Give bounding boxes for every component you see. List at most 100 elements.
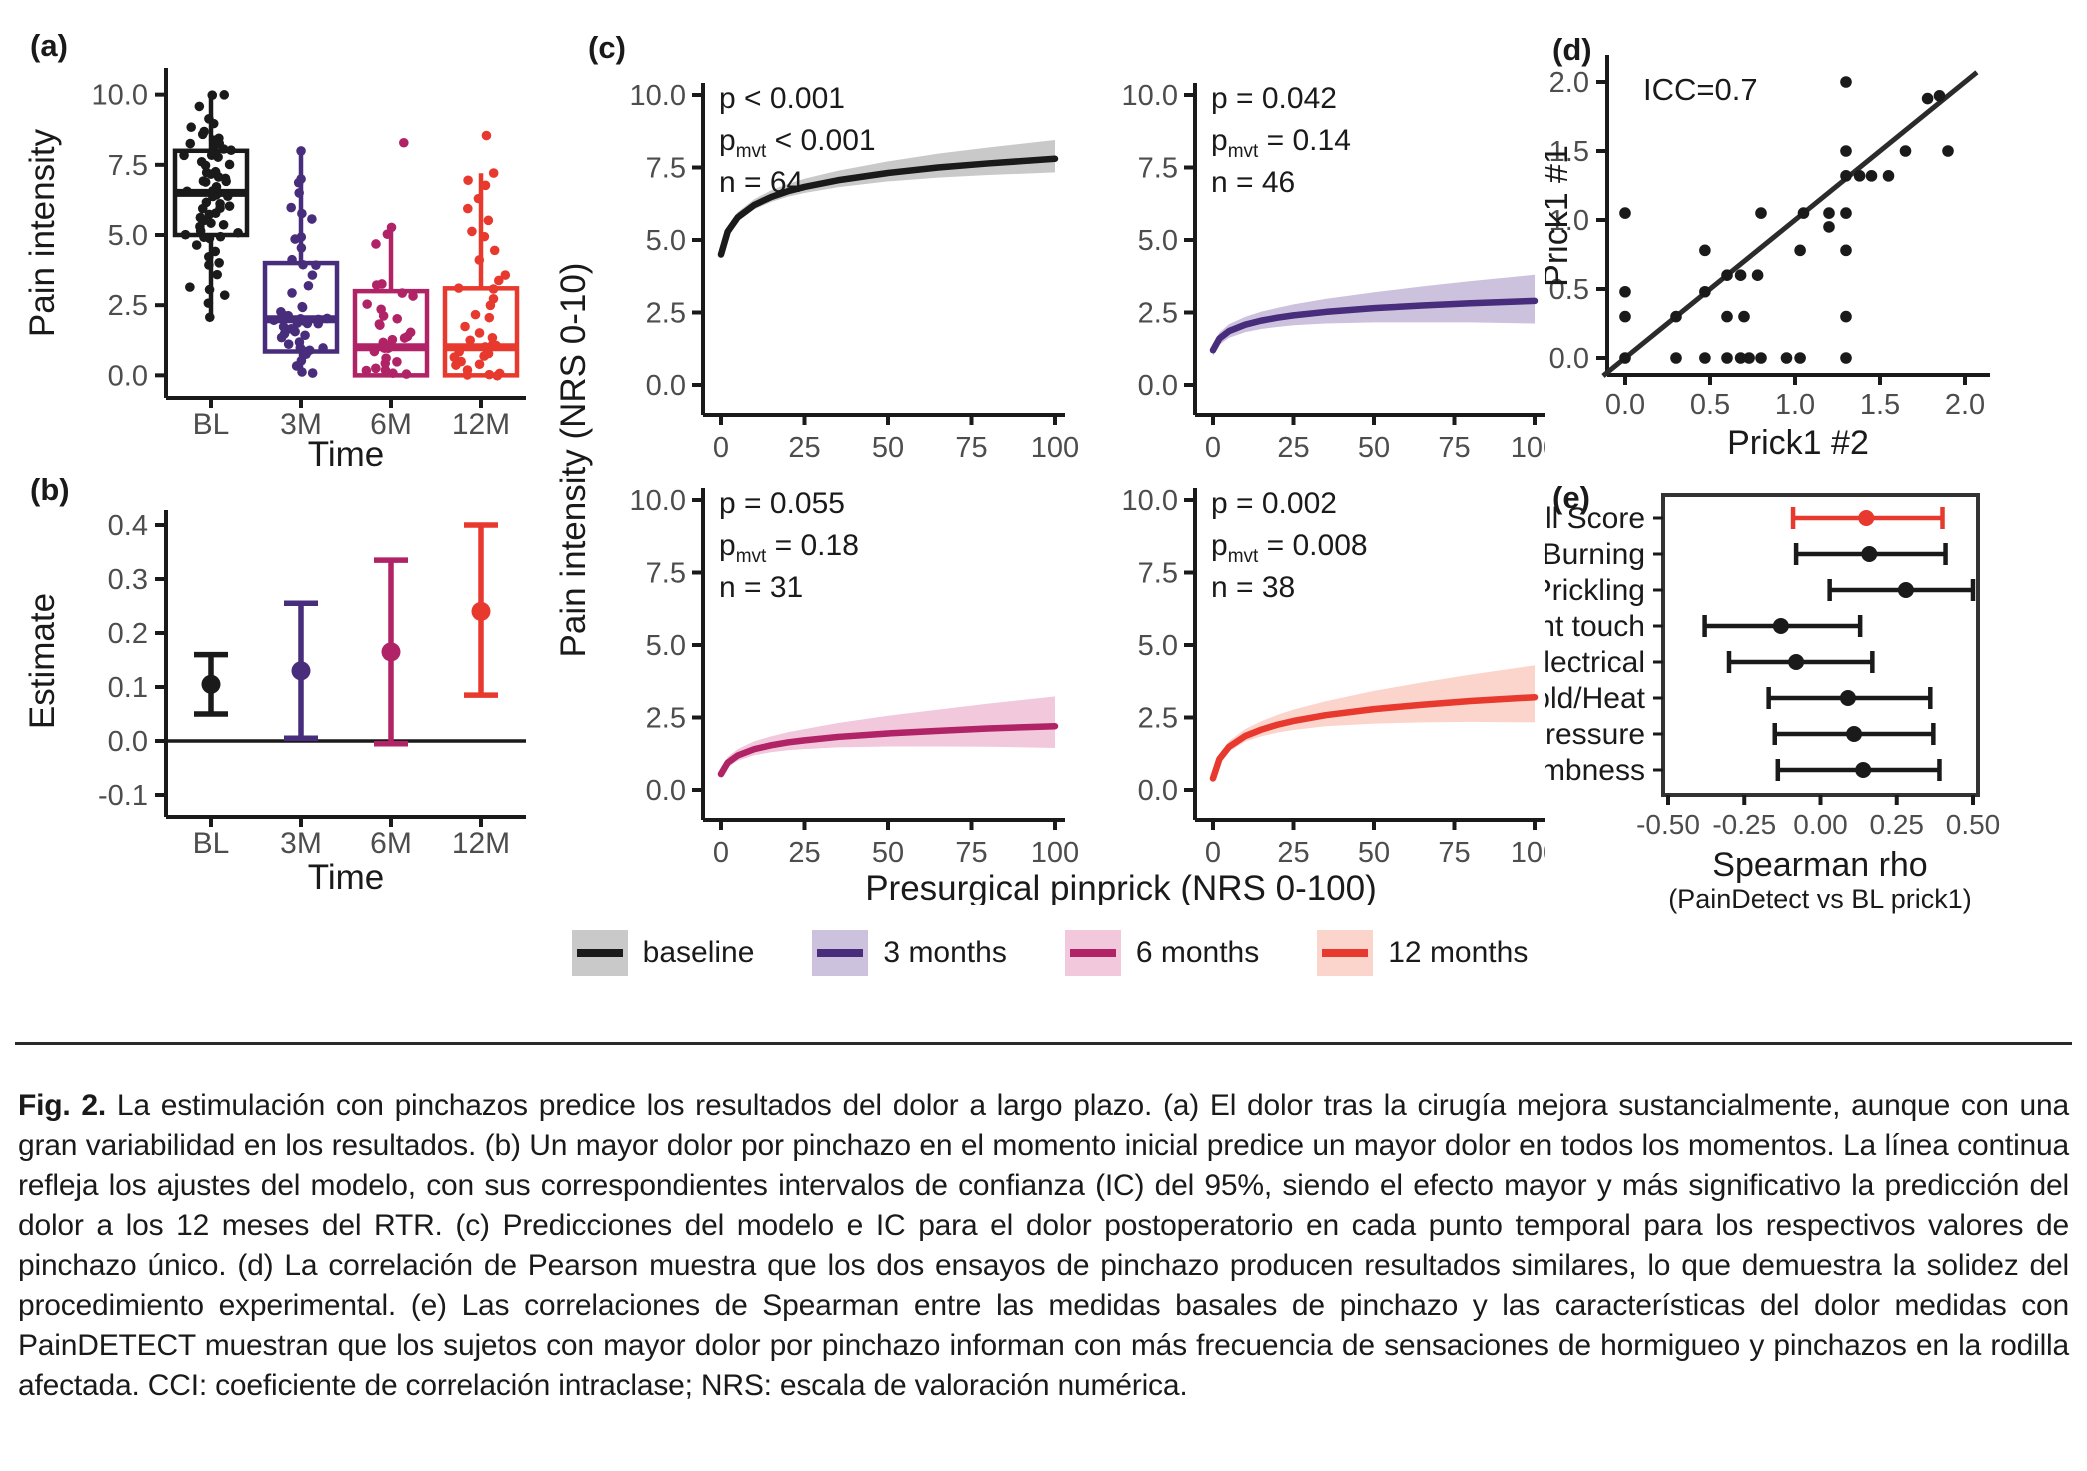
svg-text:Prick1 #1: Prick1 #1 — [1545, 145, 1575, 287]
svg-text:12M: 12M — [452, 827, 510, 860]
svg-text:-0.50: -0.50 — [1636, 809, 1700, 840]
svg-text:2.0: 2.0 — [1549, 67, 1589, 99]
svg-text:Prick1 #2: Prick1 #2 — [1727, 424, 1869, 462]
forest-row-pressure: Pressure — [1545, 718, 1936, 751]
svg-text:0.4: 0.4 — [108, 510, 148, 542]
svg-text:50: 50 — [1358, 432, 1390, 464]
svg-text:2.5: 2.5 — [1138, 703, 1178, 735]
svg-text:0.0: 0.0 — [1549, 343, 1589, 375]
panel-d-scatter-chart: 0.0 0.5 1.0 1.5 2.0 0.0 0.5 1.0 1.5 2.0 ICC=0.7 Pri… — [1545, 55, 1990, 462]
svg-text:5.0: 5.0 — [1138, 225, 1178, 257]
svg-text:3M: 3M — [280, 827, 322, 860]
panel-e-forest-chart: Full ScoreBurningPricklingLight touchEle… — [1545, 493, 2001, 914]
3-months-swatch-icon — [812, 930, 869, 976]
figure-legend: baseline 3 months 6 months 12 months — [555, 918, 1545, 988]
svg-text:BL: BL — [193, 827, 230, 860]
box-6M — [352, 137, 430, 379]
svg-text:75: 75 — [955, 837, 987, 869]
svg-text:75: 75 — [955, 432, 987, 464]
forest-row-full-score: Full Score — [1545, 502, 1945, 535]
svg-text:0.0: 0.0 — [1138, 370, 1178, 402]
svg-text:Pressure: Pressure — [1545, 718, 1645, 751]
legend-label: 12 months — [1388, 936, 1529, 969]
estimate-3M — [284, 600, 318, 742]
svg-text:Estimate: Estimate — [23, 593, 62, 729]
svg-text:75: 75 — [1438, 432, 1470, 464]
svg-text:100: 100 — [1031, 837, 1079, 869]
forest-row-light-touch: Light touch — [1545, 610, 1863, 643]
svg-text:25: 25 — [1277, 432, 1309, 464]
svg-text:12M: 12M — [452, 408, 510, 441]
svg-text:Electrical: Electrical — [1545, 646, 1645, 679]
svg-text:pmvt = 0.14: pmvt = 0.14 — [1211, 124, 1351, 162]
svg-text:Time: Time — [308, 858, 384, 897]
svg-text:0.0: 0.0 — [108, 360, 148, 392]
caption-prefix: Fig. 2. — [18, 1089, 107, 1122]
svg-text:100: 100 — [1511, 837, 1545, 869]
subplot-12-months: 0.0 2.5 5.0 7.5 10.0 0 25 50 75 100 p = 0.002 pmvt … — [1122, 485, 1545, 869]
panel-a-letter: (a) — [30, 28, 68, 63]
svg-text:25: 25 — [788, 432, 820, 464]
12-months-swatch-icon — [1317, 930, 1374, 976]
svg-text:ICC=0.7: ICC=0.7 — [1643, 72, 1758, 107]
svg-text:7.5: 7.5 — [108, 150, 148, 182]
svg-text:pmvt < 0.001: pmvt < 0.001 — [719, 124, 876, 162]
svg-text:0.0: 0.0 — [108, 726, 148, 758]
svg-text:50: 50 — [872, 837, 904, 869]
svg-text:Spearman rho: Spearman rho — [1712, 846, 1927, 884]
svg-text:0.0: 0.0 — [1605, 389, 1645, 421]
forest-row-electrical: Electrical — [1545, 646, 1875, 679]
svg-text:1.0: 1.0 — [1775, 389, 1815, 421]
svg-text:BL: BL — [193, 408, 230, 441]
svg-text:0.00: 0.00 — [1793, 809, 1848, 840]
svg-text:7.5: 7.5 — [646, 153, 686, 185]
svg-text:Time: Time — [308, 435, 384, 472]
svg-text:Burning: Burning — [1545, 538, 1645, 571]
svg-text:0.50: 0.50 — [1946, 809, 2001, 840]
forest-row-numbness: Numbness — [1545, 754, 1942, 787]
svg-text:n = 46: n = 46 — [1211, 166, 1295, 199]
svg-text:-0.25: -0.25 — [1712, 809, 1776, 840]
svg-text:6M: 6M — [370, 827, 412, 860]
svg-text:0: 0 — [713, 432, 729, 464]
svg-text:10.0: 10.0 — [630, 485, 686, 517]
svg-text:7.5: 7.5 — [1138, 558, 1178, 590]
svg-text:1.0: 1.0 — [1549, 205, 1589, 237]
svg-text:2.5: 2.5 — [1138, 298, 1178, 330]
svg-text:7.5: 7.5 — [646, 558, 686, 590]
svg-text:n = 31: n = 31 — [719, 571, 803, 604]
svg-text:p = 0.055: p = 0.055 — [719, 487, 845, 520]
legend-label: baseline — [642, 936, 755, 969]
svg-text:5.0: 5.0 — [1138, 630, 1178, 662]
svg-text:pmvt = 0.008: pmvt = 0.008 — [1211, 529, 1368, 567]
svg-text:0: 0 — [713, 837, 729, 869]
svg-text:1.5: 1.5 — [1549, 136, 1589, 168]
svg-text:0: 0 — [1205, 837, 1221, 869]
figure-caption: Fig. 2. La estimulación con pinchazos pr… — [18, 1086, 2069, 1406]
svg-text:25: 25 — [788, 837, 820, 869]
svg-text:0.2: 0.2 — [108, 618, 148, 650]
baseline-swatch-icon — [571, 930, 628, 976]
legend-item-6-months: 6 months — [1064, 930, 1259, 976]
svg-text:Cold/Heat: Cold/Heat — [1545, 682, 1646, 715]
6-months-swatch-icon — [1064, 930, 1121, 976]
svg-text:6M: 6M — [370, 408, 412, 441]
svg-text:0.0: 0.0 — [646, 775, 686, 807]
svg-text:5.0: 5.0 — [108, 220, 148, 252]
forest-row-cold-heat: Cold/Heat — [1545, 682, 1933, 715]
caption-divider — [15, 1042, 2072, 1045]
panel-a-boxplot-chart: 0.0 2.5 5.0 7.5 10.0 BL 3M 6M 12M Time Pain intens… — [23, 68, 526, 472]
svg-text:25: 25 — [1277, 837, 1309, 869]
svg-text:Pain intensity: Pain intensity — [23, 128, 62, 337]
svg-text:5.0: 5.0 — [646, 225, 686, 257]
svg-text:100: 100 — [1511, 432, 1545, 464]
forest-row-prickling: Prickling — [1545, 574, 1976, 607]
svg-text:50: 50 — [872, 432, 904, 464]
scatter-points — [1619, 76, 1954, 364]
panel-b-estimate-chart: 0.4 0.3 0.2 0.1 0.0 -0.1 BL 3M 6M 12M Time Estimate — [23, 510, 526, 897]
svg-text:Presurgical pinprick (NRS 0-10: Presurgical pinprick (NRS 0-100) — [865, 869, 1377, 905]
svg-text:10.0: 10.0 — [630, 80, 686, 112]
svg-text:Numbness: Numbness — [1545, 754, 1645, 787]
estimate-12M — [464, 522, 498, 698]
